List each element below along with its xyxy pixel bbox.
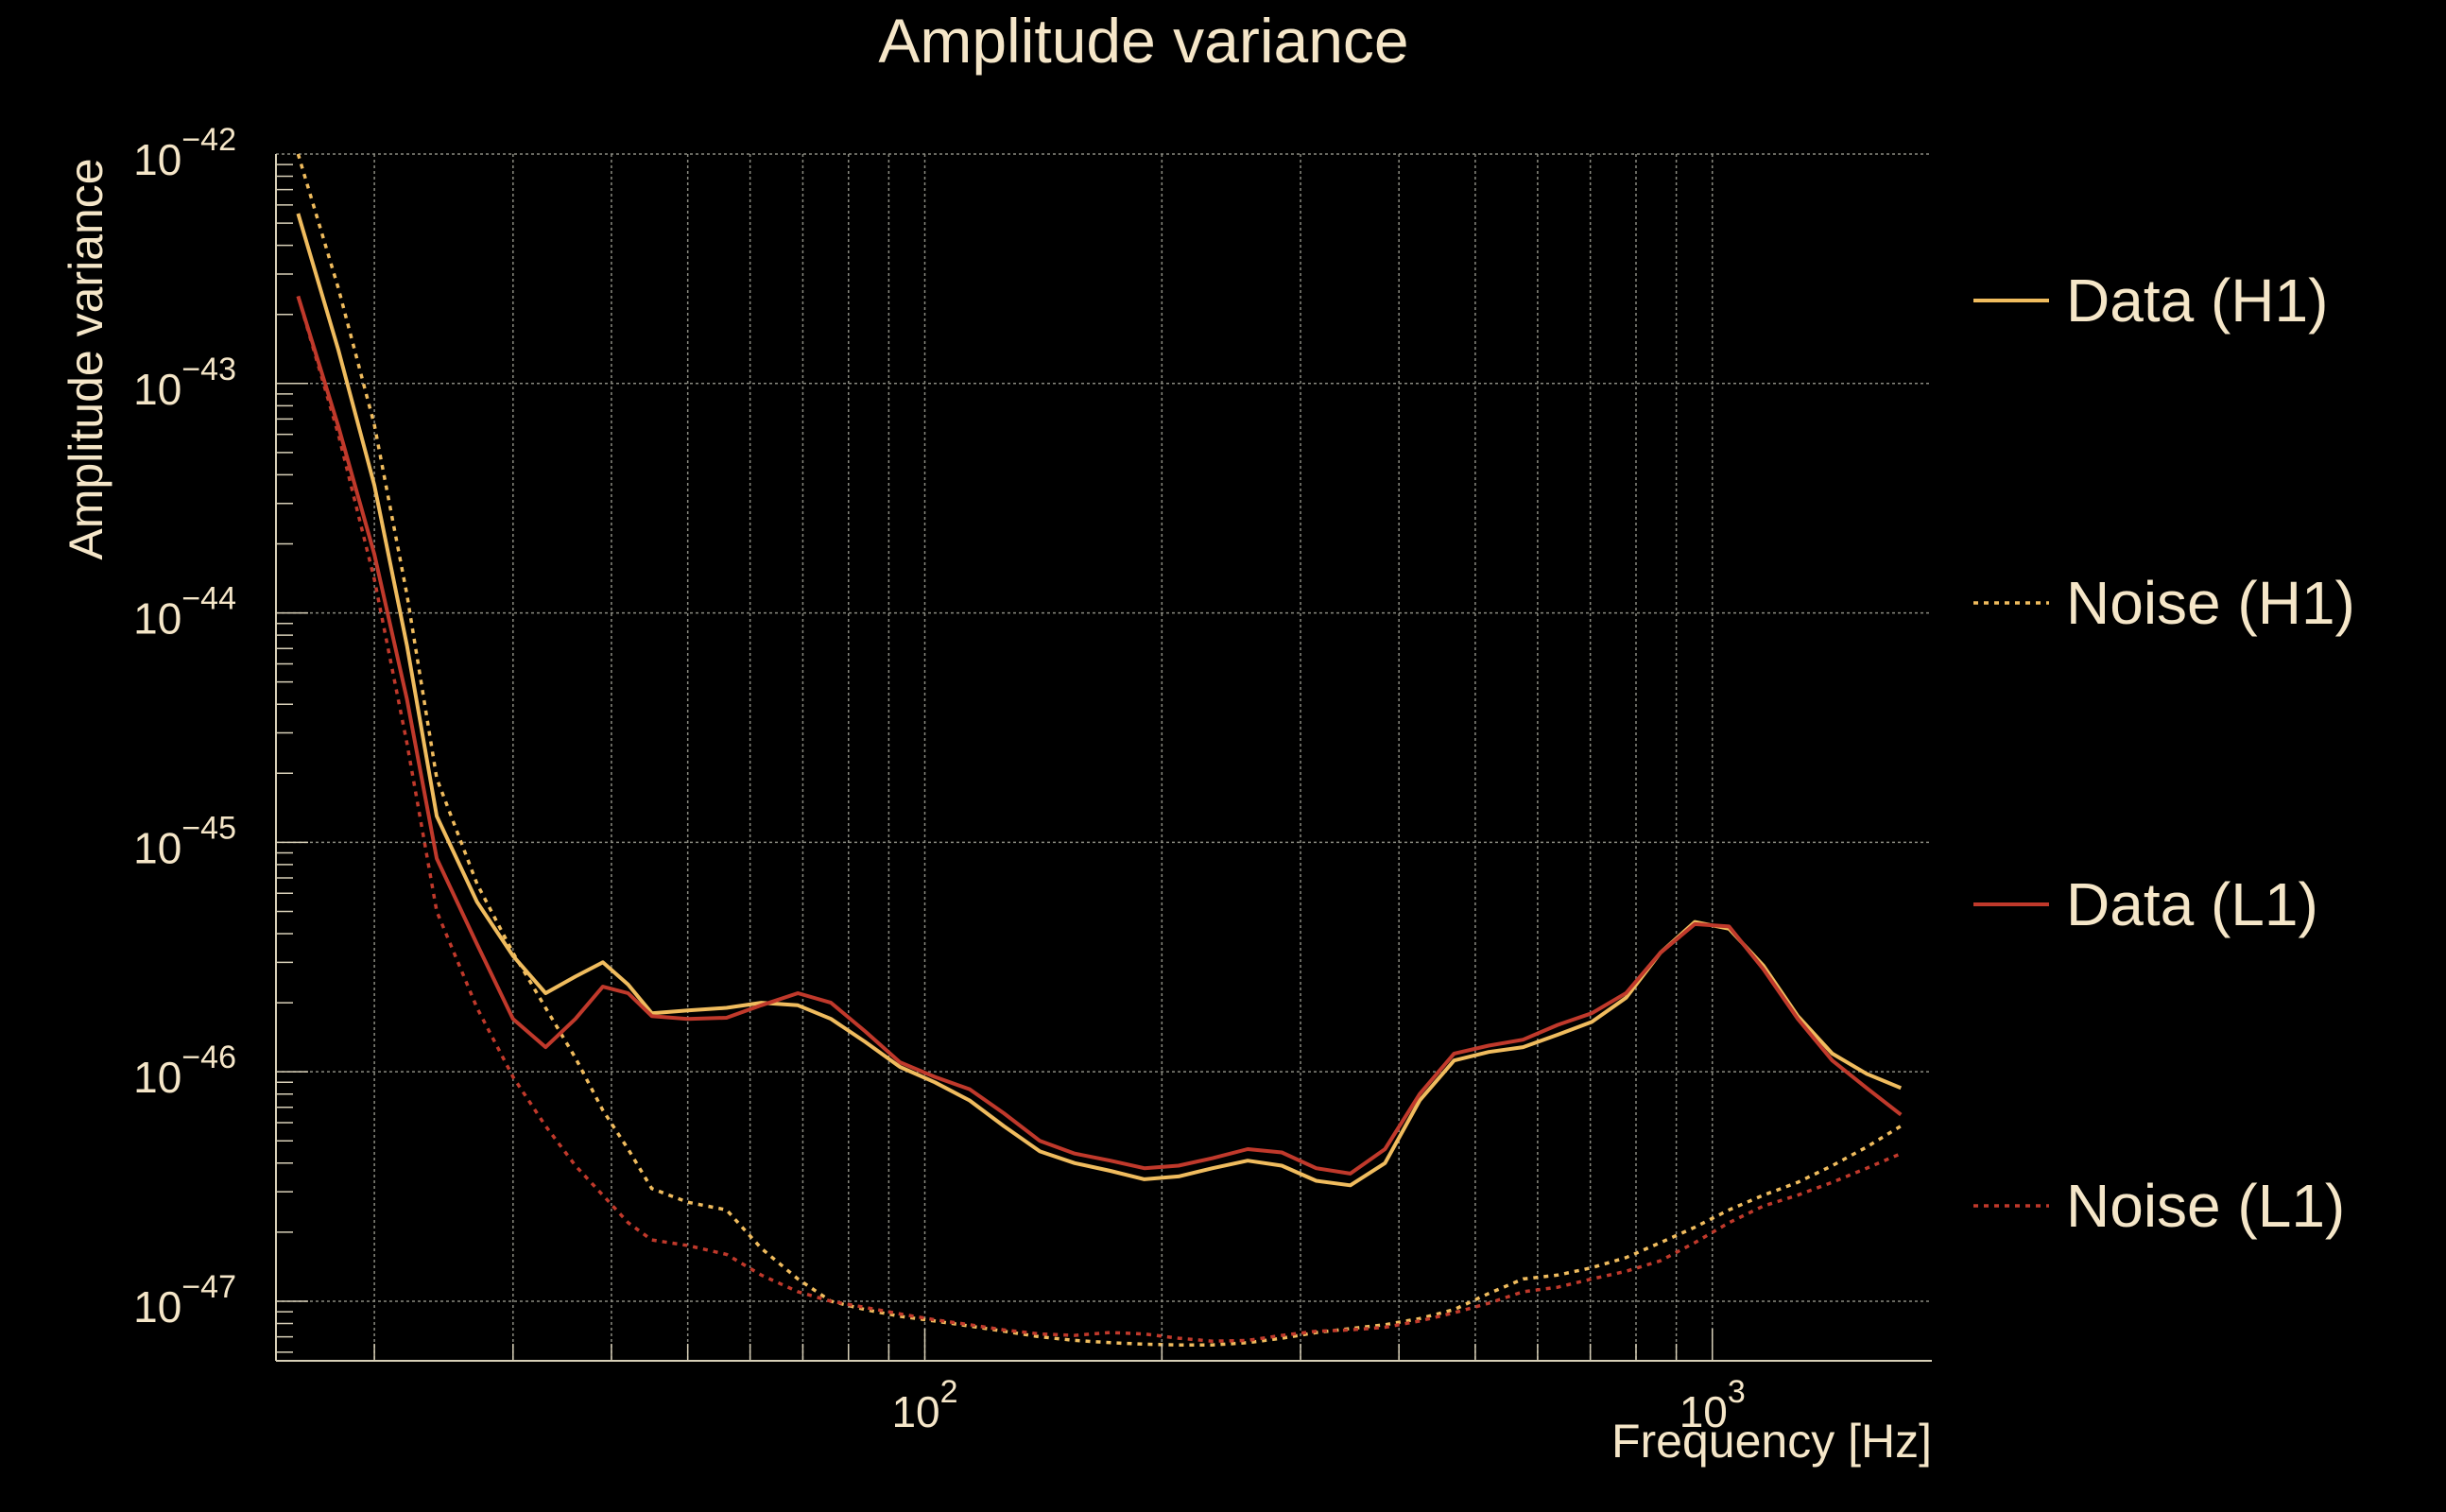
y-tick-base: 10	[133, 135, 181, 184]
y-axis-label: Amplitude variance	[60, 158, 112, 559]
y-tick-exponent: −46	[181, 1040, 236, 1075]
y-tick-base: 10	[133, 365, 181, 414]
y-tick-label: 10−42	[133, 122, 236, 184]
chart-title: Amplitude variance	[878, 6, 1408, 76]
x-tick-label: 102	[891, 1374, 957, 1436]
y-tick-base: 10	[133, 823, 181, 872]
y-tick-label: 10−44	[133, 581, 236, 644]
x-axis-label: Frequency [Hz]	[1611, 1415, 1932, 1468]
legend-label-4: Noise (L1)	[2066, 1172, 2345, 1240]
x-tick-base: 10	[1679, 1387, 1728, 1436]
y-tick-label: 10−43	[133, 352, 236, 414]
y-tick-exponent: −43	[181, 352, 236, 387]
legend: Data (H1) Noise (H1) Data (L1) Noise (L1)	[1973, 266, 2355, 1240]
x-tick-label: 103	[1679, 1374, 1746, 1436]
grid	[276, 153, 1932, 1361]
y-tick-label: 10−45	[133, 810, 236, 872]
y-tick-base: 10	[133, 1053, 181, 1102]
y-tick-base: 10	[133, 594, 181, 644]
series-line-3	[296, 295, 1903, 1176]
axes	[275, 154, 1932, 1362]
y-tick-exponent: −47	[181, 1269, 236, 1305]
legend-label-1: Data (H1)	[2066, 266, 2328, 335]
y-tick-base: 10	[133, 1282, 181, 1332]
series-line-1	[296, 213, 1903, 1188]
series-layer	[296, 153, 1903, 1347]
legend-label-3: Data (L1)	[2066, 870, 2318, 938]
y-tick-label: 10−47	[133, 1269, 236, 1332]
x-tick-exponent: 3	[1728, 1374, 1746, 1410]
y-tick-exponent: −44	[181, 581, 236, 617]
y-tick-exponent: −45	[181, 810, 236, 846]
y-tick-exponent: −42	[181, 122, 236, 158]
y-tick-label: 10−46	[133, 1040, 236, 1102]
x-tick-base: 10	[891, 1387, 939, 1436]
legend-label-2: Noise (H1)	[2066, 569, 2355, 637]
x-tick-exponent: 2	[940, 1374, 958, 1410]
